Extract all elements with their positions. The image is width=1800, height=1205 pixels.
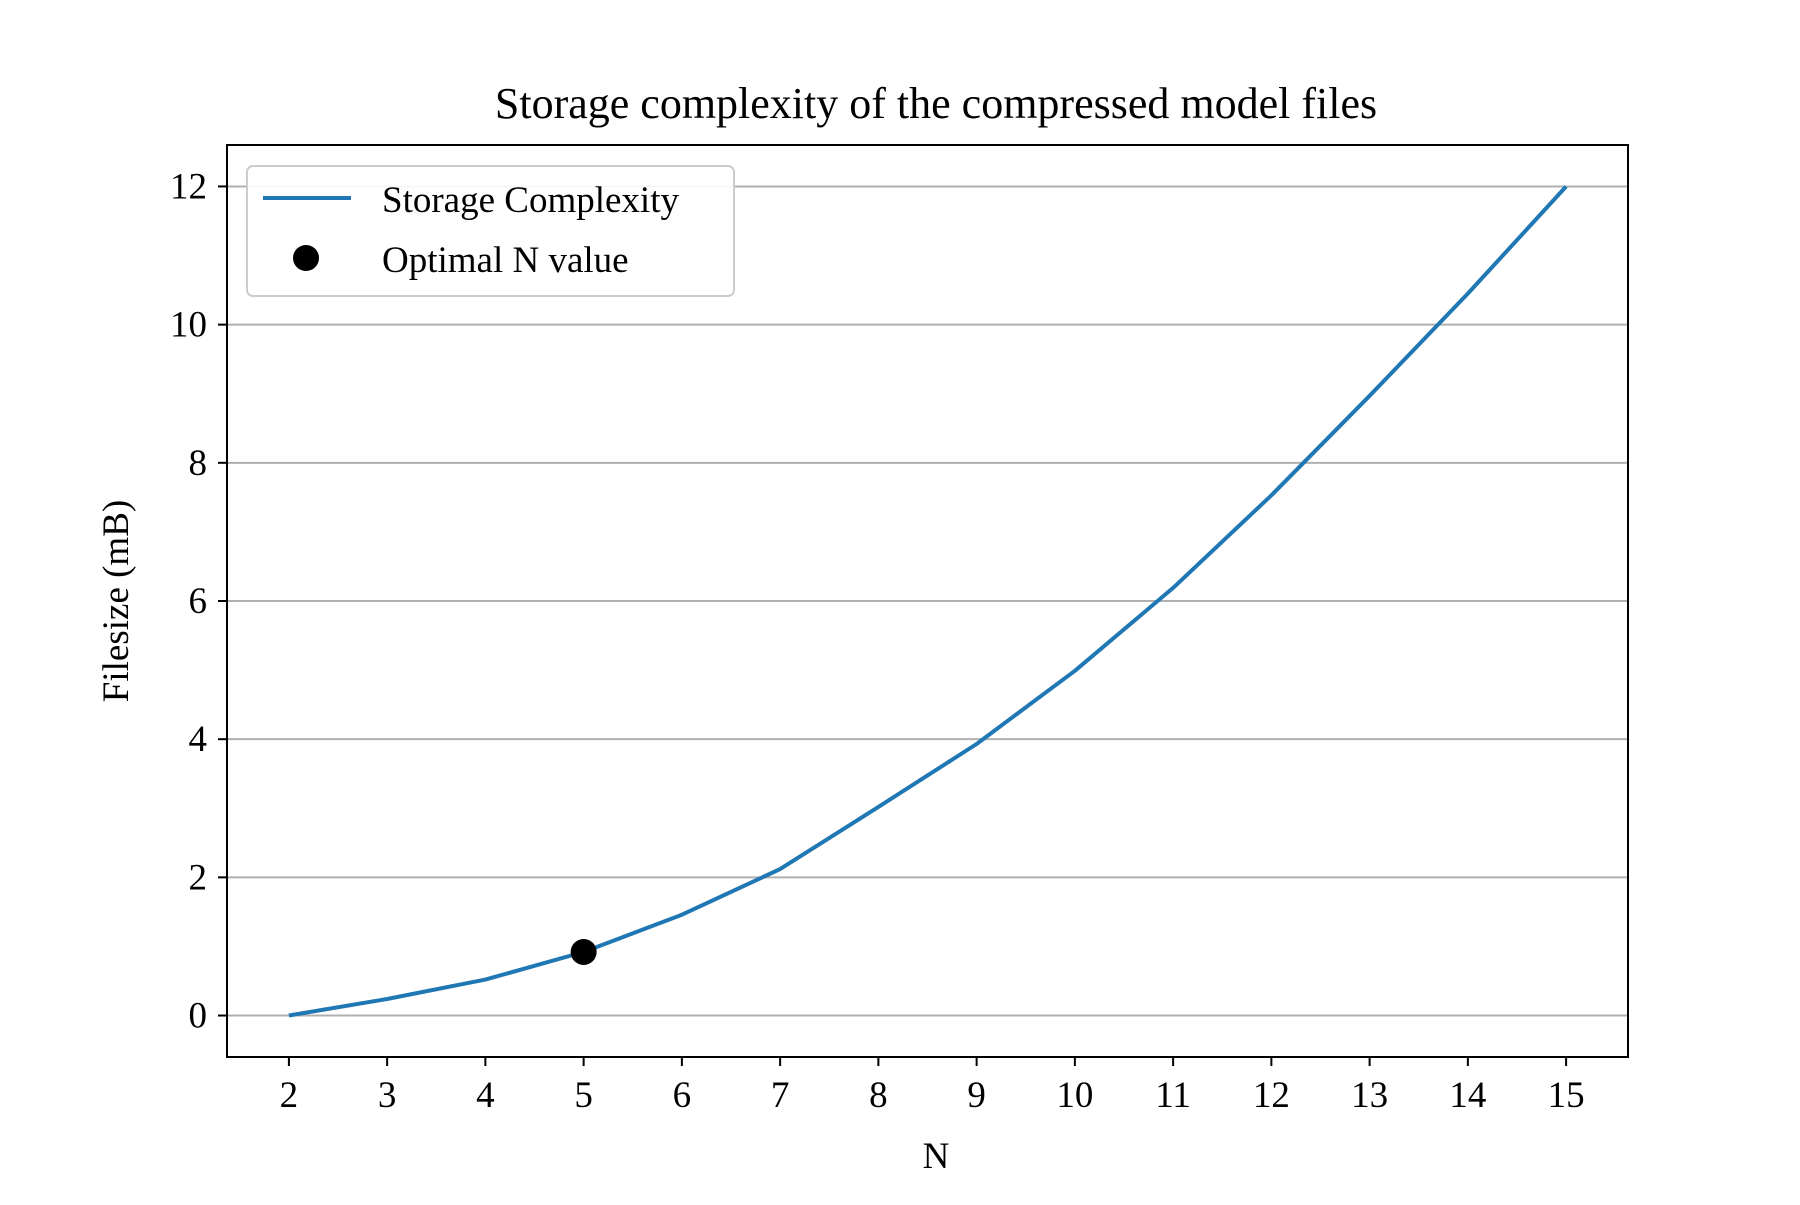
legend-label-storage-complexity: Storage Complexity (382, 180, 679, 221)
x-tick-label: 7 (771, 1075, 790, 1116)
x-tick-label: 4 (476, 1075, 495, 1116)
x-tick-label: 10 (1056, 1075, 1093, 1116)
data-point-storage-complexity (876, 805, 880, 809)
data-point-storage-complexity (1466, 292, 1470, 296)
x-tick-label: 15 (1548, 1075, 1585, 1116)
x-axis-label: N (923, 1136, 950, 1177)
x-tick-label: 9 (967, 1075, 986, 1116)
y-tick-label: 6 (189, 581, 208, 622)
legend: Storage Complexity Optimal N value (246, 165, 735, 297)
data-point-storage-complexity (1171, 586, 1175, 590)
x-tick-label: 6 (673, 1075, 692, 1116)
data-point-storage-complexity (385, 997, 389, 1001)
legend-point-swatch (293, 245, 319, 271)
y-tick-label: 0 (189, 996, 208, 1037)
y-tick-label: 2 (189, 857, 208, 898)
x-tick-label: 11 (1155, 1075, 1191, 1116)
y-tick-label: 8 (189, 443, 208, 484)
data-point-storage-complexity (1564, 184, 1568, 188)
y-axis-label: Filesize (mB) (96, 500, 137, 702)
gridlines (227, 185, 1628, 1017)
x-tick-label: 2 (280, 1075, 299, 1116)
data-point-storage-complexity (1269, 493, 1273, 497)
optimal-n-marker (570, 938, 597, 965)
y-tick-label: 4 (189, 719, 208, 760)
axes: 0 2 4 6 8 10 12 2 3 4 5 6 7 8 9 10 11 12 13 14 15 (170, 166, 1585, 1116)
data-point-storage-complexity (1368, 394, 1372, 398)
y-tick-label: 10 (170, 305, 207, 346)
data-point-storage-complexity (1073, 669, 1077, 673)
series-line-storage-complexity (288, 185, 1568, 1018)
data-point-storage-complexity (778, 867, 782, 871)
data-point-storage-complexity (287, 1014, 291, 1018)
x-tick-label: 12 (1253, 1075, 1290, 1116)
x-tick-label: 8 (869, 1075, 888, 1116)
x-tick-label: 3 (378, 1075, 397, 1116)
x-tick-label: 5 (574, 1075, 593, 1116)
y-tick-label: 12 (170, 166, 207, 207)
chart-title: Storage complexity of the compressed mod… (495, 79, 1377, 128)
legend-box (246, 165, 735, 297)
x-tick-label: 14 (1449, 1075, 1486, 1116)
legend-label-optimal-n: Optimal N value (382, 240, 629, 281)
data-point-storage-complexity (975, 742, 979, 746)
plot-area (287, 184, 1568, 1018)
x-tick-label: 13 (1351, 1075, 1388, 1116)
data-point-storage-complexity (483, 978, 487, 982)
data-point-storage-complexity (680, 913, 684, 917)
